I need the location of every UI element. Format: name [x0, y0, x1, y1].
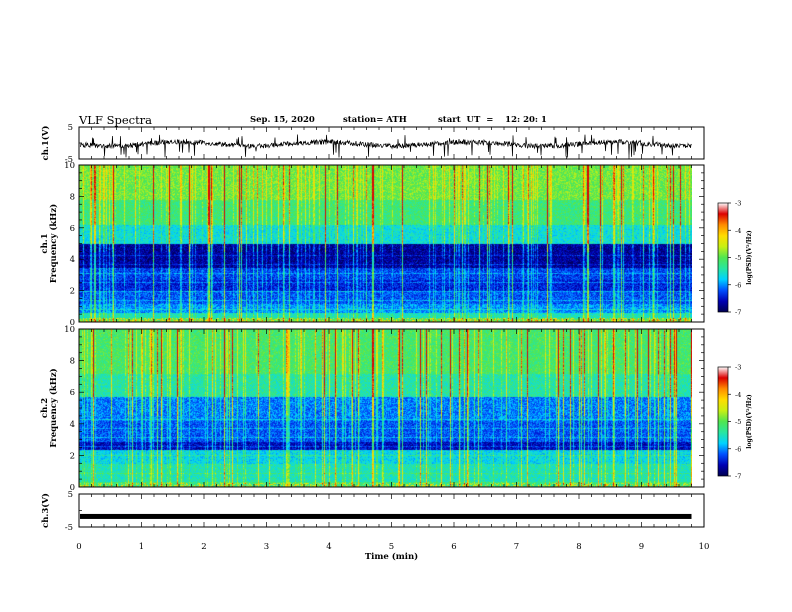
y-tick-label: 10 [64, 161, 75, 171]
spectrogram-ch2 [79, 329, 692, 487]
x-tick-label: 1 [139, 542, 144, 552]
start-time-label: start UT = 12: 20: 1 [438, 115, 547, 125]
colorbar-tick-label: -4 [735, 227, 741, 235]
x-tick-label: 10 [699, 542, 710, 552]
channel-voltage-label: ch.1(V) [40, 126, 51, 161]
y-tick-label: -5 [65, 155, 73, 165]
y-tick-label: 5 [68, 123, 73, 133]
x-tick-label: 4 [326, 542, 331, 552]
y-tick-label: 4 [70, 255, 75, 265]
colorbar-tick-label: -4 [735, 391, 741, 399]
y-axis-label: ch.1(V) [40, 126, 51, 161]
x-tick-label: 9 [639, 542, 644, 552]
colorbar-tick-label: -7 [735, 309, 741, 317]
ch1-waveform-trace [79, 134, 692, 158]
x-tick-label: 7 [514, 542, 519, 552]
colorbar-label-text: log(PSD)(V²/Hz) [746, 230, 753, 285]
channel-label: ch.2 [40, 398, 50, 418]
chart-title: VLF Spectra [79, 113, 153, 127]
channel-label: ch.1 [40, 233, 50, 253]
y-tick-label: 8 [70, 192, 75, 202]
colorbar-tick-label: -5 [735, 418, 741, 426]
y-tick-label: 6 [70, 388, 75, 398]
frequency-label: Frequency (kHz) [48, 368, 59, 447]
y-tick-label: -5 [65, 523, 73, 533]
x-axis-label: Time (min) [365, 551, 418, 562]
colorbar-label: log(PSD)(V²/Hz) [746, 394, 753, 449]
x-tick-label: 3 [264, 542, 269, 552]
y-axis-label: ch.1 Frequency (kHz) [40, 204, 59, 283]
x-tick-label: 0 [76, 542, 81, 552]
colorbar-tick-label: -7 [735, 473, 741, 481]
x-tick-label: 2 [201, 542, 206, 552]
colorbar-ch2 [717, 366, 729, 477]
y-tick-label: 4 [70, 420, 75, 430]
y-tick-label: 5 [68, 490, 73, 500]
y-tick-label: 2 [70, 451, 75, 461]
y-axis-label: ch.3(V) [40, 493, 51, 528]
y-tick-label: 10 [64, 325, 75, 335]
colorbar-label-text: log(PSD)(V²/Hz) [746, 394, 753, 449]
y-tick-label: 6 [70, 224, 75, 234]
ch3-waveform-trace [80, 513, 692, 519]
colorbar-tick-label: -3 [735, 364, 741, 372]
colorbar-tick-label: -5 [735, 254, 741, 262]
colorbar-tick-label: -3 [735, 200, 741, 208]
frequency-label: Frequency (kHz) [48, 204, 59, 283]
date-label: Sep. 15, 2020 [250, 115, 315, 125]
colorbar-label: log(PSD)(V²/Hz) [746, 230, 753, 285]
colorbar-tick-label: -6 [735, 281, 741, 289]
colorbar-tick-label: -6 [735, 445, 741, 453]
channel-voltage-label: ch.3(V) [40, 493, 51, 528]
x-tick-label: 5 [389, 542, 394, 552]
station-label: station= ATH [343, 115, 407, 125]
x-tick-label: 6 [451, 542, 456, 552]
x-tick-label: 8 [576, 542, 581, 552]
y-tick-label: 2 [70, 287, 75, 297]
y-axis-label: ch.2 Frequency (kHz) [40, 368, 59, 447]
y-tick-label: 0 [70, 318, 75, 328]
y-tick-label: 8 [70, 357, 75, 367]
spectrogram-ch1 [79, 165, 692, 322]
y-tick-label: 0 [70, 483, 75, 493]
colorbar-ch1 [717, 202, 729, 313]
